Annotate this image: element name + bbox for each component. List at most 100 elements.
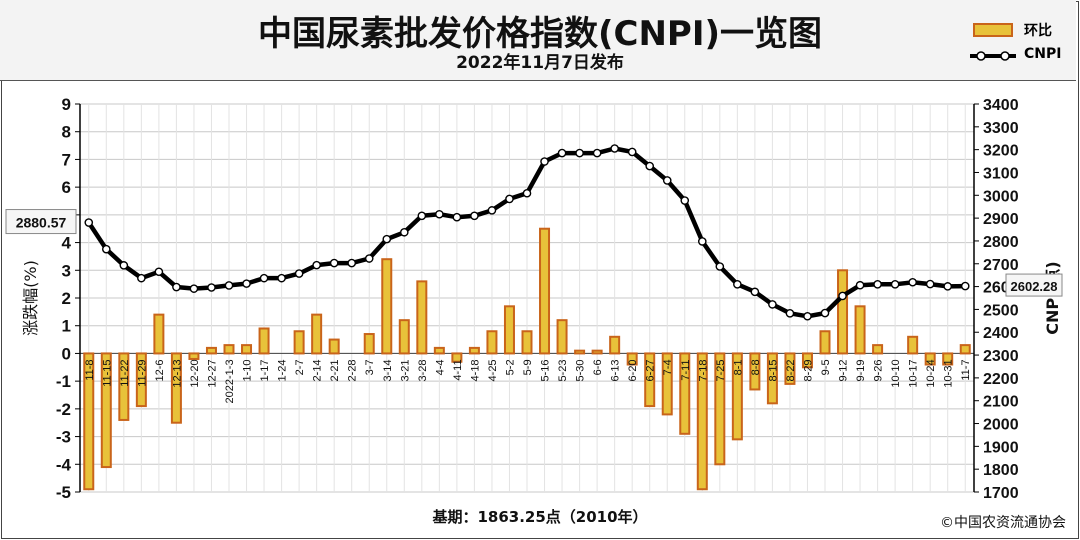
x-tick-label: 12-13 [171,359,183,387]
x-tick-label: 8-22 [785,359,797,381]
cnpi-point [838,291,847,301]
x-tick-label: 11-7 [960,359,972,380]
cnpi-point [575,148,584,158]
bar [766,352,778,405]
bar [433,346,445,355]
cnpi-point [803,311,812,321]
left-tick-label: 8 [62,123,71,142]
x-tick-label: 7-18 [697,359,709,381]
cnpi-point [750,287,760,297]
x-tick-label: 5-9 [522,359,534,375]
x-tick-label: 9-19 [855,359,867,381]
base-period-note: 基期：1863.25点（2010年） [432,508,648,526]
bar [241,344,253,355]
legend-bar-label: 环比 [1024,23,1052,39]
left-tick-label: -4 [56,455,72,474]
cnpi-point [610,144,619,153]
bar [468,346,480,355]
left-tick-label: 6 [62,178,71,197]
right-tick-label: 1700 [983,485,1019,502]
bar [872,344,884,355]
cnpi-point [890,280,900,289]
x-tick-label: 2-14 [312,359,324,381]
cnpi-point [172,282,181,292]
x-tick-label: 10-10 [890,359,902,387]
cnpi-point [84,218,94,227]
cnpi-point [680,196,690,205]
cnpi-point [189,284,199,293]
x-tick-label: 5-23 [557,359,569,381]
cnpi-point [540,157,549,166]
cnpi-point [645,161,655,171]
bar [503,305,515,355]
right-tick-label: 3400 [983,97,1019,114]
cnpi-point [873,280,882,289]
cnpi-point [522,188,532,198]
cnpi-point [329,258,339,268]
cnpi-point [960,281,970,291]
bar [451,352,463,363]
bar [626,352,638,366]
x-tick-label: 4-4 [434,359,446,375]
right-tick-label: 2700 [983,257,1019,274]
x-tick-label: 1-17 [259,359,271,381]
cnpi-point [224,281,234,290]
legend-item-bar: 环比 [968,22,1052,42]
cnpi-point [557,148,567,158]
x-tick-label: 6-13 [610,359,622,381]
bar [135,352,147,408]
last-value-box [1005,273,1063,297]
chart-subtitle: 2022年11月7日发布 [456,53,624,73]
cnpi-point [592,148,602,158]
cnpi-point [137,273,146,283]
x-tick-label: 12-27 [206,359,218,387]
left-tick-label: -1 [56,372,71,391]
legend-item-line: CNPI [968,46,1061,68]
left-tick-label: 7 [62,150,71,169]
bar [749,352,761,391]
cnpi-point [382,234,392,244]
left-tick-label: -3 [56,428,71,447]
legend-bar-swatch [973,23,1013,37]
cnpi-point [364,254,374,263]
x-tick-label: 11-22 [119,359,131,386]
x-tick-label: 10-17 [908,359,920,387]
bar [819,330,831,355]
cnpi-point [943,282,953,291]
legend-line-label: CNPI [1024,46,1062,62]
chart-title: 中国尿素批发价格指数(CNPI)一览图 [257,14,823,54]
x-tick-label: 2022-1-3 [224,359,236,403]
left-tick-label: 4 [62,234,72,253]
x-tick-label: 5-16 [540,359,552,381]
left-tick-label: -2 [56,400,71,419]
cnpi-point [733,280,742,289]
cnpi-point [399,227,409,237]
x-tick-label: 1-10 [242,359,254,381]
last-value-label: 2602.28 [1011,279,1058,294]
right-tick-label: 2200 [983,371,1019,388]
cnpi-point [435,209,444,219]
x-tick-label: 3-7 [364,359,376,375]
cnpi-point [119,261,129,270]
x-tick-label: 10-24 [925,359,937,387]
x-tick-label: 7-11 [680,359,692,380]
bar [416,280,428,355]
bar [591,349,603,355]
bar [731,352,743,441]
x-tick-label: 3-21 [399,359,411,381]
left-tick-label: 9 [62,95,71,114]
x-tick-label: 4-18 [469,359,481,381]
bar [854,305,866,355]
bar [293,330,305,355]
x-tick-label: 3-14 [382,359,394,381]
cnpi-point [487,206,497,215]
right-tick-label: 1900 [983,439,1019,456]
bar [924,352,936,366]
x-tick-label: 5-2 [504,359,516,375]
chart-header [0,0,1076,81]
bar [205,346,217,355]
cnpi-point [242,279,251,288]
right-tick-label: 2100 [983,394,1019,411]
right-tick-label: 2400 [983,325,1019,342]
